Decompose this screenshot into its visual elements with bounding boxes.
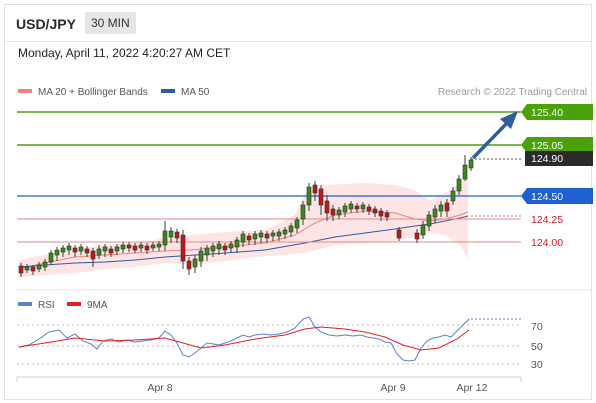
rsi-legend-swatch — [18, 302, 32, 306]
rsi-ma-legend-swatch — [67, 302, 81, 306]
last-price-tag: 124.90 — [525, 151, 593, 166]
rsi-axis-50: 50 — [531, 341, 543, 353]
level-tag-124-50-text: 124.50 — [531, 191, 563, 203]
rsi-axis-70: 70 — [531, 321, 543, 333]
timeframe-badge[interactable]: 30 MIN — [85, 12, 136, 34]
ma50-legend-swatch — [161, 89, 175, 93]
level-label-124-25: 124.25 — [531, 214, 563, 226]
level-tag-125-05-text: 125.05 — [531, 140, 563, 152]
x-axis-label-apr8: Apr 8 — [147, 382, 172, 394]
level-label-124-00: 124.00 — [531, 237, 563, 249]
rsi-legend-label: RSI — [38, 300, 55, 311]
ma20-legend-swatch — [18, 89, 32, 93]
candlestick-series — [18, 155, 474, 277]
ma50-legend-label: MA 50 — [181, 87, 210, 98]
rsi-line — [18, 316, 470, 362]
chart-frame: USD/JPY 30 MIN Monday, April 11, 2022 4:… — [4, 4, 593, 400]
rsi-ma-legend-label: 9MA — [87, 300, 108, 311]
credit-text: Research © 2022 Trading Central — [438, 87, 587, 98]
rsi-axis-30: 30 — [531, 359, 543, 371]
x-axis-label-apr9: Apr 9 — [380, 382, 405, 394]
level-tag-124-50: 124.50 — [521, 188, 593, 204]
price-chart-svg: MA 20 + Bollinger Bands MA 50 Research ©… — [16, 87, 593, 394]
last-price-tag-text: 124.90 — [531, 153, 563, 165]
forecast-arrow-shaft — [471, 118, 512, 160]
ma20-legend-label: MA 20 + Bollinger Bands — [38, 87, 148, 98]
forecast-arrow-head — [500, 111, 518, 129]
level-tag-125-05: 125.05 — [521, 137, 593, 153]
chart-datetime: Monday, April 11, 2022 4:20:27 AM CET — [18, 46, 231, 60]
ma50-line — [18, 215, 469, 268]
level-tag-125-40-text: 125.40 — [531, 107, 563, 119]
x-axis-label-apr12: Apr 12 — [457, 382, 488, 394]
symbol-label: USD/JPY — [16, 16, 76, 32]
level-tag-125-40: 125.40 — [521, 104, 593, 120]
chart-header: USD/JPY 30 MIN — [5, 5, 591, 42]
rsi-ma-line — [18, 326, 470, 351]
bollinger-band — [19, 177, 468, 277]
